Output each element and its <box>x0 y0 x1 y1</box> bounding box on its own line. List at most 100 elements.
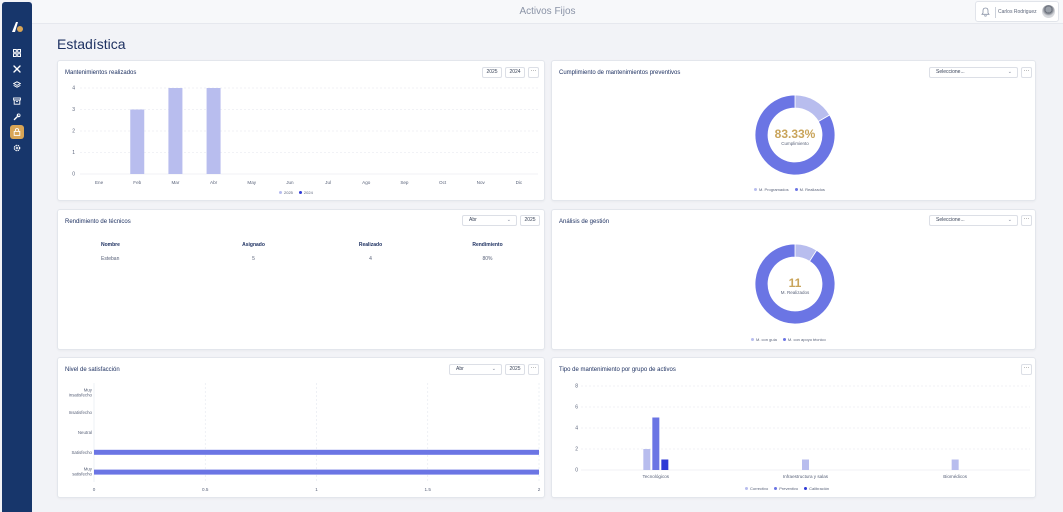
legend-item-realizados[interactable]: M. Realizados <box>794 187 825 192</box>
x-tick-label: Biomédicos <box>943 474 967 479</box>
x-tick-label: 1.5 <box>425 487 432 492</box>
card-satisfaccion: Nivel de satisfacción Abr ⌄ 2025 ··· 0 0.… <box>57 357 545 498</box>
sidebar-item-maintenance[interactable] <box>11 111 23 123</box>
y-tick-label: Neutral <box>78 430 92 435</box>
y-tick-label: 4 <box>72 86 75 92</box>
x-tick-label: May <box>247 180 256 185</box>
y-tick-label: Satisfecho <box>71 450 92 455</box>
cumplimiento-select[interactable]: Seleccione... ⌄ <box>929 67 1018 78</box>
cell-asignado: 5 <box>252 256 255 262</box>
legend-label: M. con apoyo técnico <box>787 337 826 342</box>
x-tick-label: Sep <box>400 180 409 185</box>
bell-icon[interactable] <box>981 7 990 17</box>
legend-item-2024[interactable]: 2024 <box>298 190 313 195</box>
y-tick-label: Insatisfecho <box>69 410 93 415</box>
bar-correctivo <box>643 449 651 470</box>
y-tick-label: 3 <box>72 107 75 113</box>
header-asignado: Asignado <box>242 242 265 248</box>
legend-cumplimiento: M. Programados M. Realizados <box>754 187 825 192</box>
year-2024-button[interactable]: 2024 <box>505 67 525 78</box>
y-tick-label: 2 <box>72 129 75 135</box>
select-value: Abr <box>469 217 477 223</box>
month-select[interactable]: Abr ⌄ <box>462 215 517 226</box>
select-value: Abr <box>456 366 464 372</box>
sidebar-item-archive[interactable] <box>11 95 23 107</box>
more-options-button[interactable]: ··· <box>1021 364 1032 375</box>
bar-muy-satisfecho <box>94 469 539 475</box>
sidebar-item-layers[interactable] <box>11 79 23 91</box>
avatar[interactable] <box>1042 5 1055 18</box>
card-title-analisis: Análisis de gestión <box>559 219 610 225</box>
y-tick-label: 2 <box>575 447 578 453</box>
sidebar-item-settings[interactable] <box>11 142 23 154</box>
y-tick-label: 8 <box>575 384 578 390</box>
legend-item-2025[interactable]: 2025 <box>279 190 293 195</box>
donut-center-value: 83.33% <box>775 127 816 141</box>
chevron-down-icon: ⌄ <box>1007 69 1012 75</box>
donut-slice-m-programados <box>794 94 831 123</box>
card-mantenimientos: Mantenimientos realizados 2025 2024 ··· … <box>57 60 545 201</box>
sidebar-item-dashboard[interactable] <box>11 47 23 59</box>
year-2025-button[interactable]: 2025 <box>482 67 502 78</box>
analisis-select[interactable]: Seleccione... ⌄ <box>929 215 1018 226</box>
legend-item-guia[interactable]: M. con guía <box>751 337 777 342</box>
mantenimientos-chart: 0 1 2 3 4 Ene Feb Mar Abr May Jun Jul Ago Sep Oct Nov Di… <box>72 86 538 185</box>
layers-icon <box>13 81 21 88</box>
year-button[interactable]: 2025 <box>505 364 525 375</box>
legend-item-apoyo[interactable]: M. con apoyo técnico <box>782 337 826 342</box>
y-tick-label: 0 <box>575 468 578 474</box>
tipo-chart: 0 2 4 6 8 Tecnológicos Infraestructura y salas… <box>575 384 1030 479</box>
user-separator <box>995 7 996 18</box>
x-tick-label: Ene <box>95 180 104 185</box>
card-title-satisfaccion: Nivel de satisfacción <box>65 367 120 373</box>
topbar: Activos Fijos Carlos Rodriguez <box>32 0 1063 24</box>
sidebar-item-statistics[interactable] <box>10 125 24 139</box>
year-button[interactable]: 2025 <box>520 215 540 226</box>
legend-label: M. con guía <box>756 337 777 342</box>
analisis-donut: 11M. Realizados <box>754 243 836 325</box>
bar-2025 <box>206 88 221 174</box>
wrench-icon <box>13 113 21 121</box>
x-tick-label: Mar <box>171 180 179 185</box>
grid-icon <box>13 49 21 57</box>
chevron-down-icon: ⌄ <box>506 217 511 223</box>
legend-item-correctivo[interactable]: Correctivo <box>745 486 768 491</box>
gear-icon <box>13 144 21 152</box>
sidebar-item-tools[interactable] <box>11 63 23 75</box>
cumplimiento-donut: 83.33%Cumplimiento <box>754 94 836 176</box>
y-tick-label: satisfecho <box>72 472 92 477</box>
archive-icon <box>13 97 21 105</box>
bar-2025 <box>168 88 183 174</box>
chevron-down-icon: ⌄ <box>1007 217 1012 223</box>
more-options-button[interactable]: ··· <box>528 364 539 375</box>
more-options-button[interactable]: ··· <box>528 67 539 78</box>
card-analisis: Análisis de gestión Seleccione... ⌄ ··· … <box>551 209 1036 350</box>
header-nombre: Nombre <box>101 242 120 248</box>
x-tick-label: Nov <box>477 180 486 185</box>
month-select[interactable]: Abr ⌄ <box>449 364 502 375</box>
user-name: Carlos Rodriguez <box>998 9 1037 15</box>
legend-item-calibracion[interactable]: Calibración <box>804 486 829 491</box>
table-row: Esteban 5 4 80% <box>78 252 548 266</box>
cell-realizado: 4 <box>369 256 372 262</box>
app-logo-icon[interactable] <box>10 20 24 34</box>
cell-nombre: Esteban <box>101 256 120 262</box>
bar-calibración <box>661 459 669 470</box>
header-rendimiento: Rendimiento <box>472 242 503 248</box>
user-menu[interactable]: Carlos Rodriguez <box>975 1 1059 22</box>
donut-center-label: Cumplimiento <box>781 141 809 146</box>
card-title-cumplimiento: Cumplimiento de mantenimientos preventiv… <box>559 70 681 76</box>
more-options-button[interactable]: ··· <box>1021 215 1032 226</box>
legend-item-preventivo[interactable]: Preventivo <box>774 486 798 491</box>
more-options-button[interactable]: ··· <box>1021 67 1032 78</box>
technicians-table: Nombre Asignado Realizado Rendimiento Es… <box>78 238 548 266</box>
x-tick-label: 2 <box>538 487 541 492</box>
donut-center-value: 11 <box>789 276 802 290</box>
y-tick-label: Muy <box>84 467 93 472</box>
legend-label: 2025 <box>284 190 293 195</box>
satisfaccion-chart: 0 0.5 1 1.5 2MuyinsatisfechoInsatisfechoNeut… <box>69 383 541 492</box>
legend-swatch <box>774 487 778 490</box>
y-tick-label: 4 <box>575 426 578 432</box>
legend-swatch <box>298 191 302 194</box>
legend-item-programados[interactable]: M. Programados <box>754 187 789 192</box>
